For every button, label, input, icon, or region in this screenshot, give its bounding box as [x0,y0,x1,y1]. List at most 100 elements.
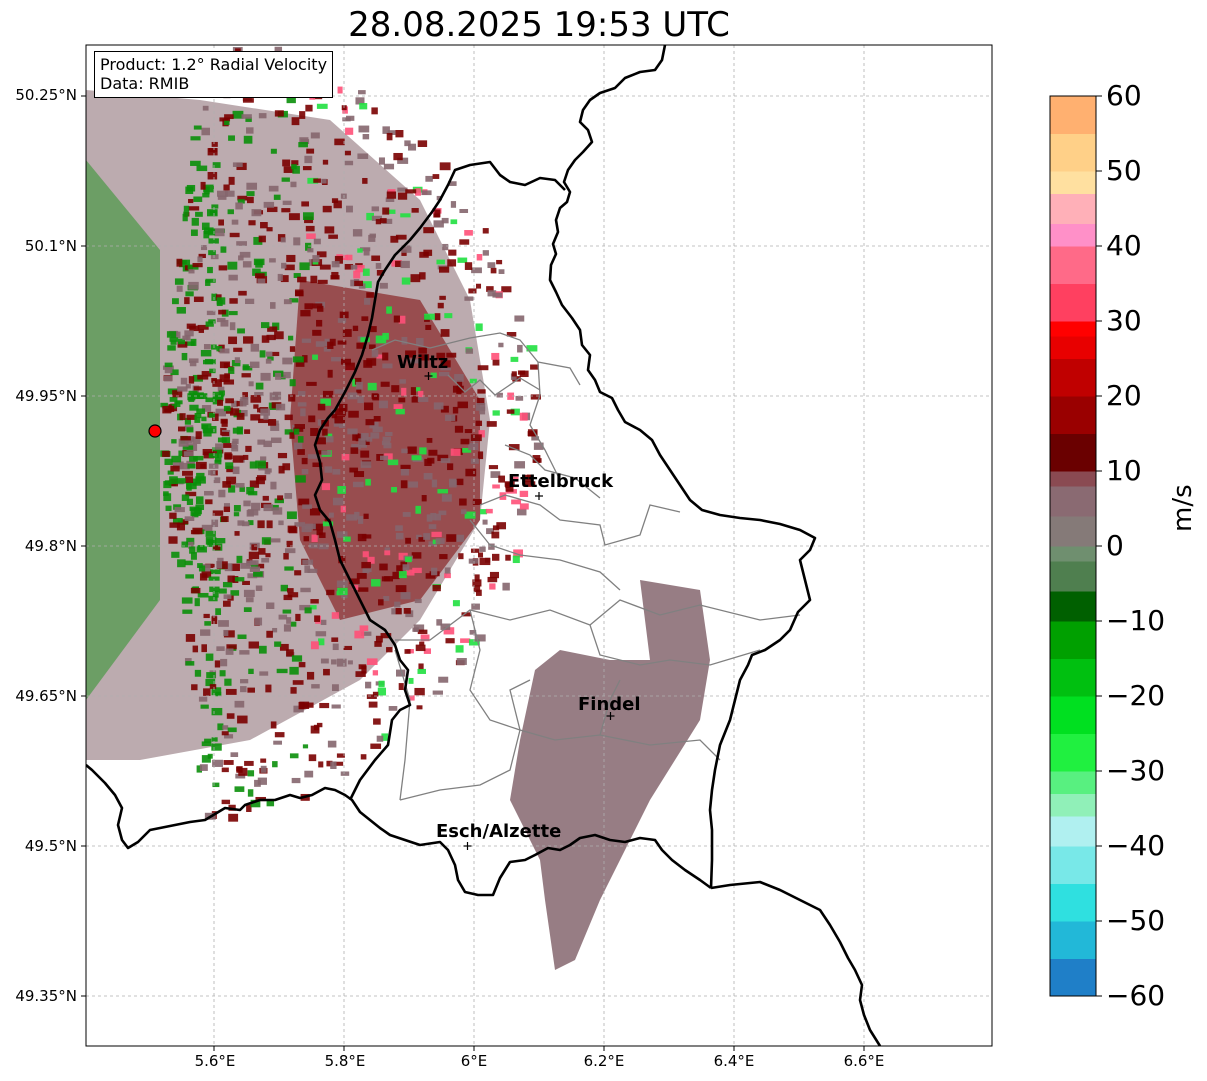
radar-echo [237,328,245,334]
radar-echo [404,649,411,654]
radar-echo [340,771,350,776]
radar-echo [218,620,229,627]
radar-echo [320,619,327,626]
radar-echo [166,331,177,338]
radar-echo [188,376,195,384]
radar-echo [358,125,370,133]
radar-echo [294,428,300,435]
radar-echo [231,400,238,408]
radar-echo [174,507,185,513]
radar-echo [360,461,372,468]
radar-echo [171,439,177,444]
radar-echo [316,319,323,327]
lat-tick-label: 49.95°N [15,387,77,405]
radar-echo [331,637,339,642]
radar-echo [311,534,318,542]
radar-echo [282,463,291,471]
radar-echo [188,358,199,363]
radar-echo [186,482,192,491]
radar-echo [220,658,228,667]
radar-echo [257,520,265,529]
radar-echo [433,213,440,218]
radar-echo [225,648,234,655]
radar-echo [287,588,294,593]
radar-echo [232,438,239,445]
radar-echo [284,429,296,435]
lat-tick-label: 50.25°N [15,86,77,104]
radar-echo [201,416,207,422]
radar-echo [372,670,379,676]
radar-echo [332,643,339,651]
colorbar-tick-label: 60 [1106,79,1142,112]
radar-echo [326,589,335,596]
radar-echo [505,554,511,561]
radar-echo [263,414,269,420]
radar-echo [477,397,485,406]
radar-echo [354,280,363,286]
radar-echo [405,556,412,563]
radar-echo [379,218,387,224]
radar-echo [304,155,313,164]
radar-echo [416,705,423,710]
radar-echo [363,513,369,519]
radar-echo [234,357,240,363]
radar-echo [441,494,452,502]
radar-echo [218,588,227,594]
colorbar-segment [1050,733,1096,772]
radar-echo [283,299,292,305]
radar-echo [366,292,374,298]
radar-echo [383,163,395,170]
radar-echo [282,200,292,205]
radar-echo [286,511,297,520]
radar-echo [298,142,308,148]
radar-echo [198,565,206,572]
radar-echo [475,323,483,331]
radar-echo [312,523,324,531]
radar-echo [272,761,278,768]
radar-echo [261,557,270,563]
radar-echo [437,489,449,494]
radar-echo [337,318,347,323]
radar-echo [437,302,444,309]
radar-echo [176,478,186,484]
radar-echo [461,509,467,515]
radar-echo [258,645,267,654]
radar-echo [487,290,497,297]
radar-echo [492,410,500,416]
radar-echo [217,437,227,443]
radar-echo [446,534,457,542]
radar-echo [401,277,411,285]
radar-echo [195,504,205,511]
radar-echo [468,288,477,294]
colorbar-tick-label: −10 [1106,604,1166,637]
radar-echo [190,136,201,141]
lon-tick-label: 5.6°E [194,1052,236,1070]
radar-echo [183,451,194,457]
radar-echo [185,384,191,389]
radar-echo [214,457,222,462]
radar-echo [318,543,329,550]
radar-echo [358,438,366,447]
radar-echo [211,687,222,696]
radar-echo [289,346,296,352]
radar-echo [174,278,184,285]
radar-echo [331,271,339,279]
radar-echo [485,508,493,514]
radar-echo [353,270,361,279]
radar-echo [399,379,406,384]
radar-echo [249,566,261,572]
radar-echo [331,612,340,619]
radar-echo [488,465,499,470]
product-label: Product: 1.2° Radial Velocity [100,55,328,74]
radar-echo [210,254,219,260]
radar-echo [417,397,429,402]
colorbar-segment [1050,591,1096,622]
radar-echo [400,464,411,469]
radar-echo [198,253,206,258]
colorbar-tick-label: 10 [1106,454,1142,487]
radar-echo [207,753,213,759]
radar-echo [417,629,428,635]
radar-echo [510,476,519,482]
radar-echo [392,571,400,580]
radar-echo [223,443,232,448]
